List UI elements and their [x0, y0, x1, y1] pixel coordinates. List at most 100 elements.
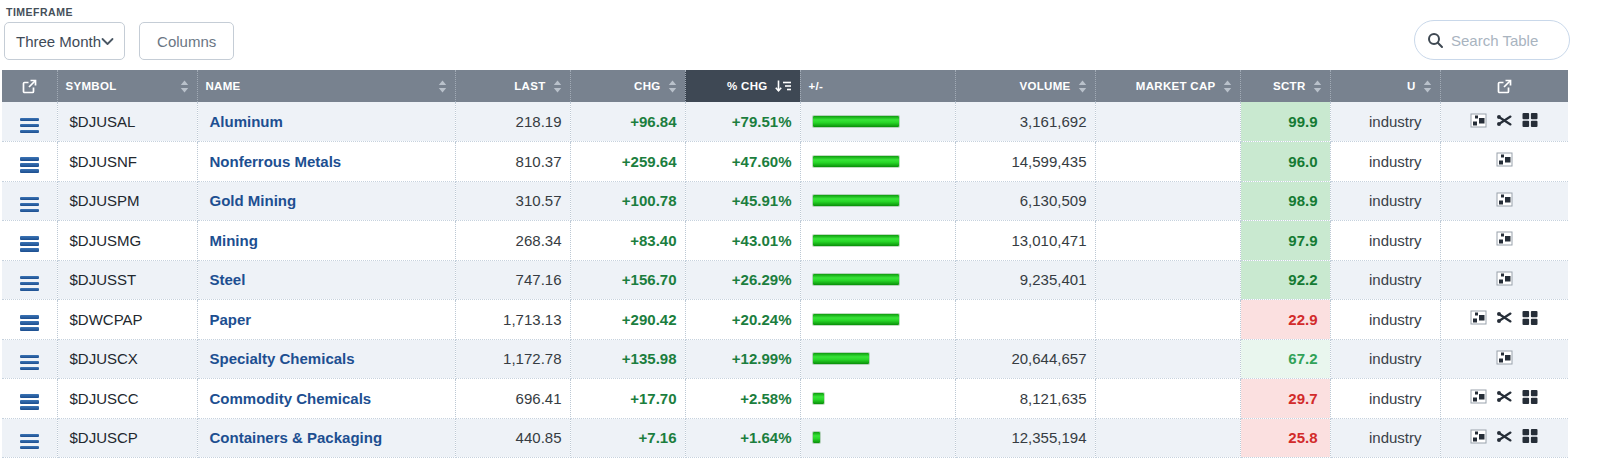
- row-chart-links: [1449, 230, 1561, 247]
- last-cell: 268.34: [455, 221, 570, 261]
- table-header: SYMBOL NAME LAST CHG% CHG +/- VOLUMEMARKET CA…: [2, 70, 1568, 102]
- sctr-badge: 98.9: [1240, 181, 1330, 221]
- external-link-icon[interactable]: [21, 78, 38, 95]
- name-link[interactable]: Commodity Chemicals: [210, 390, 372, 407]
- row-menu-button[interactable]: [17, 312, 42, 333]
- column-header-u[interactable]: U: [1330, 70, 1440, 102]
- volume-cell: 8,121,635: [955, 379, 1095, 419]
- market-cap-cell: [1095, 221, 1240, 261]
- gallery-grid-icon[interactable]: [1522, 389, 1538, 405]
- volume-cell: 13,010,471: [955, 221, 1095, 261]
- chg-cell: +135.98: [570, 339, 685, 379]
- sctr-badge: 97.9: [1240, 221, 1330, 261]
- volume-cell: 3,161,692: [955, 102, 1095, 142]
- gallery-grid-icon[interactable]: [1522, 428, 1538, 444]
- column-header-chg[interactable]: CHG: [570, 70, 685, 102]
- name-link[interactable]: Gold Mining: [210, 192, 297, 209]
- name-link[interactable]: Paper: [210, 311, 252, 328]
- column-header-market_cap[interactable]: MARKET CAP: [1095, 70, 1240, 102]
- row-chart-links: [1449, 151, 1561, 168]
- volume-cell: [955, 300, 1095, 340]
- u-cell: industry: [1330, 142, 1440, 182]
- chg-cell: +17.70: [570, 379, 685, 419]
- shuffle-icon[interactable]: [1496, 429, 1513, 444]
- market-cap-cell: [1095, 379, 1240, 419]
- columns-button[interactable]: Columns: [139, 22, 234, 60]
- row-menu-button[interactable]: [17, 431, 42, 452]
- column-header-sctr[interactable]: SCTR: [1240, 70, 1330, 102]
- sctr-badge: 99.9: [1240, 102, 1330, 142]
- shuffle-icon[interactable]: [1496, 310, 1513, 325]
- name-link[interactable]: Nonferrous Metals: [210, 153, 342, 170]
- mini-chart-icon[interactable]: [1470, 309, 1487, 326]
- row-menu-button[interactable]: [17, 273, 42, 294]
- mini-chart-icon[interactable]: [1470, 112, 1487, 129]
- market-cap-cell: [1095, 418, 1240, 458]
- table-row: $DJUSCCCommodity Chemicals696.41+17.70+2…: [2, 379, 1568, 419]
- row-menu-button[interactable]: [17, 115, 42, 136]
- name-link[interactable]: Steel: [210, 271, 246, 288]
- last-cell: 310.57: [455, 181, 570, 221]
- external-link-icon[interactable]: [1496, 78, 1513, 95]
- table-row: $DJUSNFNonferrous Metals810.37+259.64+47…: [2, 142, 1568, 182]
- column-label-bar: +/-: [809, 80, 824, 92]
- row-chart-links: [1449, 388, 1561, 405]
- last-cell: 810.37: [455, 142, 570, 182]
- mini-chart-icon[interactable]: [1496, 230, 1513, 247]
- chg-cell: +156.70: [570, 260, 685, 300]
- search-input[interactable]: [1451, 32, 1561, 49]
- table-row: $DJUSSTSteel747.16+156.70+26.29%9,235,40…: [2, 260, 1568, 300]
- mini-chart-icon[interactable]: [1496, 349, 1513, 366]
- gallery-grid-icon[interactable]: [1522, 112, 1538, 128]
- chg-cell: +100.78: [570, 181, 685, 221]
- mini-chart-icon[interactable]: [1470, 428, 1487, 445]
- column-header-last[interactable]: LAST: [455, 70, 570, 102]
- column-header-menu[interactable]: [2, 70, 57, 102]
- row-menu-button[interactable]: [17, 352, 42, 373]
- timeframe-group: TIMEFRAME Three Month Columns: [4, 4, 234, 60]
- symbol-cell: $DJUSNF: [57, 142, 197, 182]
- perf-bar: [813, 235, 899, 246]
- row-menu-button[interactable]: [17, 391, 42, 412]
- mini-chart-icon[interactable]: [1470, 388, 1487, 405]
- column-header-links[interactable]: [1440, 70, 1568, 102]
- gallery-grid-icon[interactable]: [1522, 310, 1538, 326]
- controls-row: Three Month Columns: [4, 22, 234, 60]
- mini-chart-icon[interactable]: [1496, 270, 1513, 287]
- search-box[interactable]: [1414, 20, 1570, 60]
- timeframe-value: Three Month: [16, 33, 101, 50]
- row-chart-links: [1449, 112, 1561, 129]
- column-header-pct_chg[interactable]: % CHG: [685, 70, 800, 102]
- column-label-last: LAST: [514, 80, 545, 92]
- shuffle-icon[interactable]: [1496, 389, 1513, 404]
- pct-chg-cell: +43.01%: [685, 221, 800, 261]
- mini-chart-icon[interactable]: [1496, 191, 1513, 208]
- table-row: $DJUSPMGold Mining310.57+100.78+45.91%6,…: [2, 181, 1568, 221]
- symbol-cell: $DJUSPM: [57, 181, 197, 221]
- pct-chg-cell: +1.64%: [685, 418, 800, 458]
- symbol-cell: $DJUSAL: [57, 102, 197, 142]
- column-header-name[interactable]: NAME: [197, 70, 455, 102]
- u-cell: industry: [1330, 379, 1440, 419]
- row-menu-button[interactable]: [17, 194, 42, 215]
- last-cell: 747.16: [455, 260, 570, 300]
- name-link[interactable]: Containers & Packaging: [210, 429, 383, 446]
- row-menu-button[interactable]: [17, 154, 42, 175]
- name-link[interactable]: Aluminum: [210, 113, 283, 130]
- mini-chart-icon[interactable]: [1496, 151, 1513, 168]
- name-link[interactable]: Mining: [210, 232, 258, 249]
- market-cap-cell: [1095, 142, 1240, 182]
- shuffle-icon[interactable]: [1496, 113, 1513, 128]
- sctr-badge: 25.8: [1240, 418, 1330, 458]
- table-row: $DWCPAPPaper1,713.13+290.42+20.24%22.9in…: [2, 300, 1568, 340]
- column-header-symbol[interactable]: SYMBOL: [57, 70, 197, 102]
- pct-chg-cell: +2.58%: [685, 379, 800, 419]
- column-header-volume[interactable]: VOLUME: [955, 70, 1095, 102]
- perf-bar: [813, 156, 899, 167]
- row-menu-button[interactable]: [17, 233, 42, 254]
- column-label-symbol: SYMBOL: [66, 80, 117, 92]
- market-cap-cell: [1095, 102, 1240, 142]
- market-cap-cell: [1095, 260, 1240, 300]
- name-link[interactable]: Specialty Chemicals: [210, 350, 355, 367]
- timeframe-select[interactable]: Three Month: [4, 22, 125, 60]
